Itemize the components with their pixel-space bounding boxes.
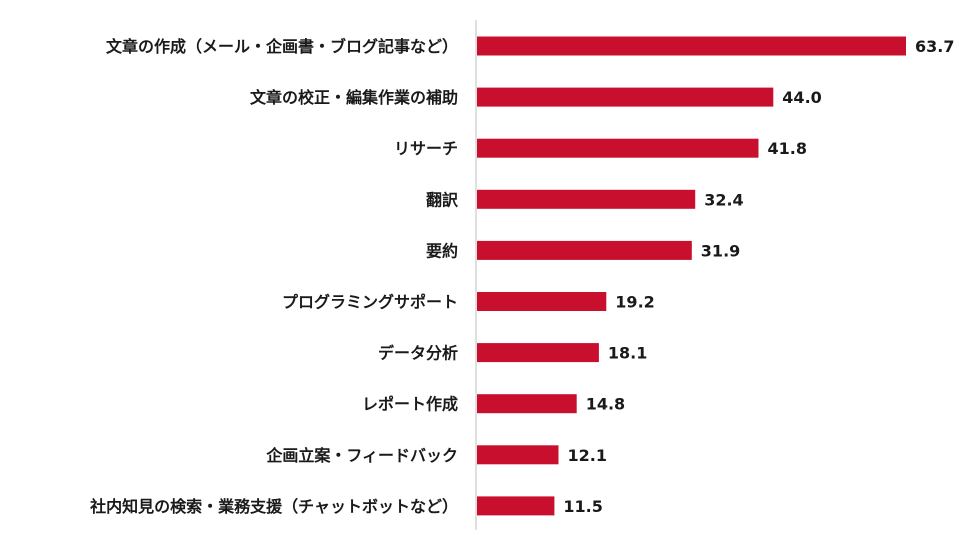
category-label-0: 文章の作成（メール・企画書・ブログ記事など） <box>106 37 458 56</box>
category-label-6: データ分析 <box>378 344 458 363</box>
bar-0 <box>477 36 906 56</box>
value-label-0: 63.7 <box>915 37 954 56</box>
category-label-2: リサーチ <box>394 139 458 158</box>
category-label-9: 社内知見の検索・業務支援（チャットボットなど） <box>89 497 458 516</box>
bar-4 <box>477 240 692 260</box>
value-label-3: 32.4 <box>704 190 743 209</box>
bar-5 <box>477 292 607 311</box>
value-label-9: 11.5 <box>563 497 602 516</box>
category-label-7: レポート作成 <box>362 395 458 414</box>
value-labels-group: 63.7 44.0 41.8 32.4 31.9 19.2 18.1 14.8 12.1 11.5 <box>563 37 954 516</box>
bar-9 <box>477 496 555 516</box>
category-label-5: プログラミングサポート <box>282 293 458 312</box>
bar-2 <box>477 138 759 158</box>
value-label-2: 41.8 <box>768 139 807 158</box>
bar-8 <box>477 445 559 465</box>
value-label-8: 12.1 <box>568 446 607 465</box>
value-label-4: 31.9 <box>701 241 740 260</box>
category-labels-group: 文章の作成（メール・企画書・ブログ記事など） 文章の校正・編集作業の補助リサーチ翻… <box>89 37 459 516</box>
value-label-6: 18.1 <box>608 344 647 363</box>
bar-1 <box>477 87 774 107</box>
value-label-5: 19.2 <box>615 293 654 312</box>
bars-group <box>477 36 906 516</box>
category-label-1: 文章の校正・編集作業の補助 <box>250 88 458 107</box>
bar-3 <box>477 189 696 209</box>
category-label-8: 企画立案・フィードバック <box>265 446 458 465</box>
category-label-3: 翻訳 <box>426 190 459 209</box>
bar-6 <box>477 343 599 363</box>
value-label-7: 14.8 <box>586 395 625 414</box>
value-label-1: 44.0 <box>782 88 821 107</box>
bar-7 <box>477 394 577 414</box>
category-label-4: 要約 <box>426 241 458 260</box>
